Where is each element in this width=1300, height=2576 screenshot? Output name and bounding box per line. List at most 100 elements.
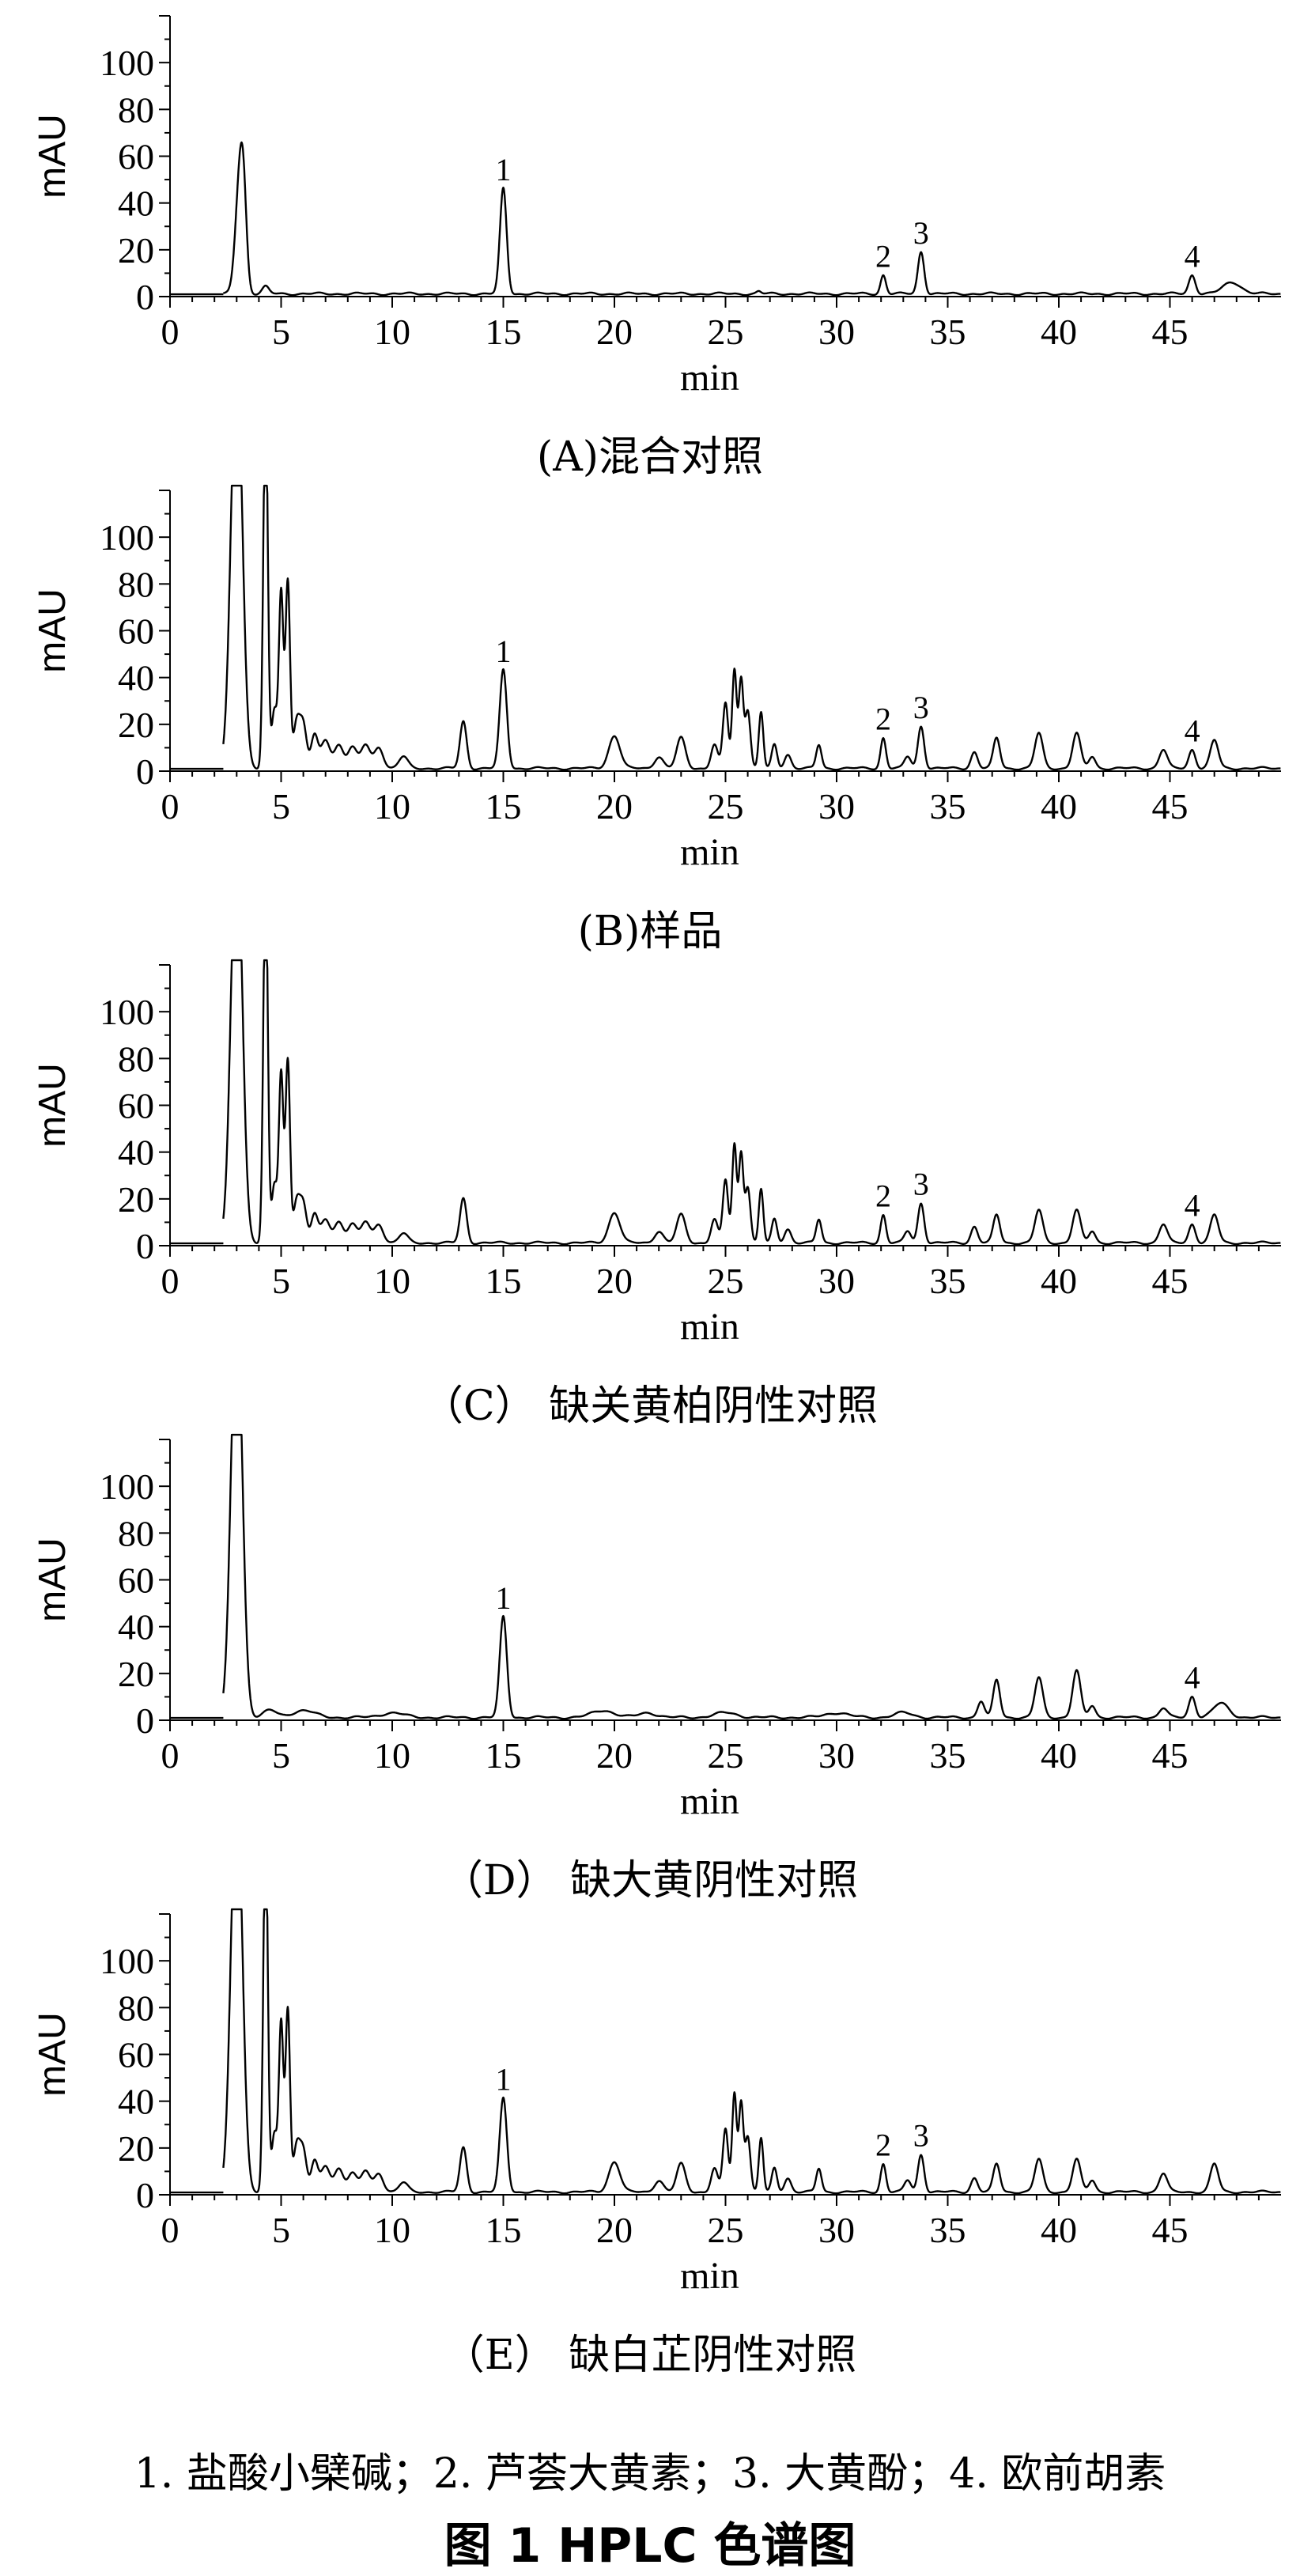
y-axis-label: mAU (32, 114, 74, 199)
x-tick-label: 15 (486, 786, 522, 827)
x-axis-label: min (680, 357, 739, 399)
panel-caption: (A)混合对照 (537, 433, 763, 481)
x-tick-label: 20 (596, 2210, 633, 2250)
x-tick-label: 15 (486, 1261, 522, 1301)
y-tick-label: 20 (118, 230, 154, 270)
x-tick-label: 5 (272, 786, 290, 827)
x-tick-label: 20 (596, 312, 633, 352)
y-tick-label: 80 (118, 564, 154, 604)
x-tick-label: 30 (818, 1735, 855, 1776)
y-tick-label: 0 (136, 1226, 154, 1266)
x-tick-label: 30 (818, 1261, 855, 1301)
x-tick-label: 10 (374, 786, 410, 827)
chromatogram-trace (222, 484, 1282, 771)
x-tick-label: 10 (374, 312, 410, 352)
x-tick-label: 25 (708, 1735, 744, 1776)
panel-caption: (B)样品 (578, 908, 723, 955)
peak-label: 1 (496, 2062, 512, 2097)
y-axis-label: mAU (32, 588, 74, 673)
x-tick-label: 30 (818, 786, 855, 827)
x-tick-label: 25 (708, 1261, 744, 1301)
x-tick-label: 45 (1152, 786, 1189, 827)
y-tick-label: 40 (118, 1133, 154, 1173)
x-tick-label: 40 (1041, 1261, 1077, 1301)
chromatogram-panel: 0 5 10 15 20 25 30 35 40 45 0 20 40 60 80 100 min mAU 1 23 4… (32, 15, 1282, 481)
peak-label: 1 (496, 1580, 512, 1616)
x-tick-label: 40 (1041, 2210, 1077, 2250)
panel-caption: （D） 缺大黄阴性对照 (442, 1857, 858, 1905)
peak-label: 2 (875, 702, 891, 737)
x-axis-label: min (680, 1306, 739, 1348)
x-tick-label: 25 (708, 312, 744, 352)
x-tick-label: 5 (272, 2210, 290, 2250)
y-tick-label: 0 (136, 277, 154, 317)
y-tick-label: 100 (100, 1941, 154, 1981)
peak-label: 1 (496, 152, 512, 187)
x-tick-label: 5 (272, 1261, 290, 1301)
x-tick-label: 40 (1041, 312, 1077, 352)
x-tick-label: 30 (818, 2210, 855, 2250)
peak-label: 3 (913, 215, 929, 251)
y-tick-label: 100 (100, 992, 154, 1032)
peak-label: 2 (875, 2128, 891, 2163)
peak-label: 1 (496, 634, 512, 669)
chromatogram-trace (222, 1433, 1282, 1720)
x-tick-label: 20 (596, 786, 633, 827)
x-tick-label: 40 (1041, 1735, 1077, 1776)
x-tick-label: 25 (708, 2210, 744, 2250)
x-tick-label: 45 (1152, 1735, 1189, 1776)
x-tick-label: 10 (374, 1735, 410, 1776)
x-tick-label: 45 (1152, 312, 1189, 352)
y-tick-label: 80 (118, 89, 154, 130)
y-tick-label: 40 (118, 1607, 154, 1647)
y-tick-label: 0 (136, 1700, 154, 1741)
chromatogram-trace (222, 1908, 1282, 2195)
y-tick-label: 40 (118, 183, 154, 224)
peak-label: 4 (1185, 1187, 1200, 1223)
y-tick-label: 60 (118, 1086, 154, 1126)
y-tick-label: 100 (100, 1466, 154, 1507)
x-tick-label: 15 (486, 2210, 522, 2250)
x-tick-label: 35 (930, 1261, 966, 1301)
peak-label: 3 (913, 2118, 929, 2154)
y-tick-label: 60 (118, 611, 154, 652)
x-tick-label: 15 (486, 1735, 522, 1776)
y-tick-label: 40 (118, 658, 154, 698)
panel-caption: （C） 缺关黄柏阴性对照 (422, 1383, 878, 1430)
panel-caption: （E） 缺白芷阴性对照 (444, 2332, 857, 2379)
x-axis-label: min (680, 2255, 739, 2297)
y-tick-label: 60 (118, 2035, 154, 2075)
chromatogram-panel: 0 5 10 15 20 25 30 35 40 45 0 20 40 60 80 100 min mAU 2 3 4 （… (32, 959, 1282, 1430)
x-tick-label: 20 (596, 1735, 633, 1776)
chromatogram-trace (222, 141, 1282, 297)
y-tick-label: 80 (118, 1988, 154, 2028)
x-tick-label: 0 (161, 1261, 180, 1301)
x-tick-label: 35 (930, 2210, 966, 2250)
x-tick-label: 0 (161, 312, 180, 352)
peak-label: 4 (1185, 1659, 1200, 1695)
y-tick-label: 80 (118, 1513, 154, 1553)
y-tick-label: 100 (100, 43, 154, 83)
chromatogram-panel: 0 5 10 15 20 25 30 35 40 45 0 20 40 60 80 100 min mAU 1 2 3 （… (32, 1908, 1282, 2379)
x-tick-label: 20 (596, 1261, 633, 1301)
x-tick-label: 10 (374, 1261, 410, 1301)
peak-label: 2 (875, 238, 891, 274)
x-tick-label: 5 (272, 312, 290, 352)
y-tick-label: 0 (136, 751, 154, 792)
x-tick-label: 5 (272, 1735, 290, 1776)
x-axis-label: min (680, 1780, 739, 1822)
compound-footnote: 1. 盐酸小檗碱；2. 芦荟大黄素；3. 大黄酚；4. 欧前胡素 (134, 2450, 1166, 2498)
x-tick-label: 0 (161, 1735, 180, 1776)
x-tick-label: 30 (818, 312, 855, 352)
y-tick-label: 60 (118, 1560, 154, 1601)
peak-label: 3 (913, 690, 929, 725)
x-tick-label: 40 (1041, 786, 1077, 827)
y-tick-label: 40 (118, 2082, 154, 2122)
y-tick-label: 20 (118, 705, 154, 745)
y-tick-label: 0 (136, 2175, 154, 2215)
chromatogram-trace (222, 959, 1282, 1246)
x-tick-label: 0 (161, 2210, 180, 2250)
x-tick-label: 15 (486, 312, 522, 352)
